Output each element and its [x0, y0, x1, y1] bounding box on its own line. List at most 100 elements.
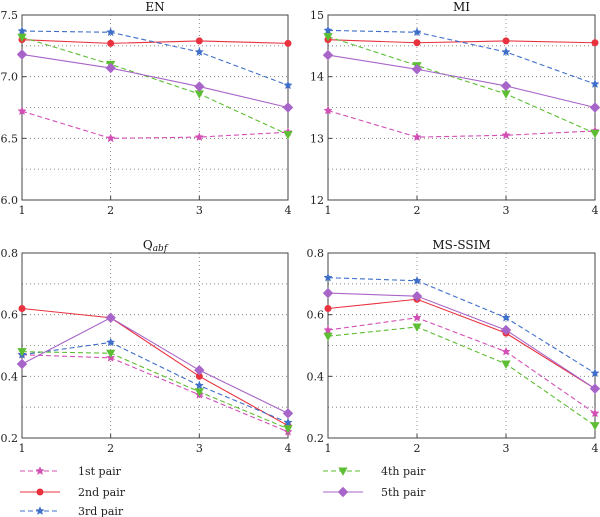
y-tick-label: 7.0 — [1, 71, 19, 84]
data-point — [501, 130, 511, 140]
x-tick-label: 3 — [503, 442, 510, 455]
x-tick-label: 1 — [19, 442, 26, 455]
data-point — [194, 81, 205, 92]
series-line — [327, 326, 596, 427]
data-point — [500, 324, 512, 336]
y-tick-label: 15 — [310, 9, 324, 22]
data-point — [195, 37, 203, 45]
legend-marker — [35, 466, 45, 475]
chart-title: EN — [145, 0, 164, 14]
plot-frame — [327, 252, 596, 439]
legend-item: 5th pair — [323, 486, 426, 499]
data-point — [105, 312, 116, 323]
data-point — [105, 62, 116, 74]
series-line — [327, 36, 596, 134]
data-point — [17, 33, 27, 43]
y-tick-label: 0.6 — [1, 309, 19, 322]
series-1 — [323, 312, 600, 418]
series-line — [327, 292, 596, 390]
data-point — [412, 312, 422, 322]
x-tick-label: 2 — [414, 204, 421, 217]
series-line — [327, 54, 596, 109]
series-line — [21, 30, 289, 86]
chart-panel-4: MS-SSIM 0.2 0.4 0.6 0.8 1 2 3 4 — [307, 238, 600, 455]
data-point — [323, 25, 333, 35]
series-line — [21, 341, 289, 424]
series-5 — [16, 312, 294, 419]
data-point — [17, 26, 27, 35]
data-point — [590, 408, 600, 418]
legend-label: 5th pair — [381, 486, 426, 499]
series-4 — [323, 323, 600, 431]
y-tick-label: 12 — [310, 194, 324, 207]
series-5 — [322, 287, 600, 394]
data-point — [323, 325, 333, 335]
data-point — [411, 290, 423, 302]
series-4 — [17, 348, 293, 434]
y-tick-label: 6.0 — [1, 194, 19, 207]
data-point — [590, 368, 600, 378]
data-point — [324, 305, 332, 312]
data-point — [589, 102, 600, 113]
data-point — [591, 39, 599, 47]
series-5 — [16, 49, 294, 113]
data-point — [323, 105, 333, 115]
data-point — [283, 417, 293, 427]
series-line — [21, 110, 289, 139]
y-tick-label: 14 — [310, 71, 324, 84]
series-3 — [323, 272, 600, 378]
data-point — [194, 47, 204, 56]
series-line — [21, 53, 289, 109]
data-point — [194, 132, 204, 142]
x-tick-label: 3 — [503, 204, 510, 217]
series-line — [327, 29, 596, 85]
data-point — [500, 80, 512, 92]
y-tick-label: 0.4 — [1, 370, 19, 383]
series-line — [21, 351, 289, 430]
data-point — [412, 323, 422, 332]
y-tick-label: 7.5 — [1, 9, 19, 22]
data-point — [284, 39, 292, 47]
series-line — [21, 39, 289, 44]
data-point — [194, 364, 205, 376]
data-point — [590, 422, 600, 431]
y-tick-label: 0.2 — [1, 432, 19, 445]
series-line — [327, 298, 596, 390]
x-tick-label: 4 — [592, 442, 599, 455]
x-tick-label: 4 — [285, 204, 292, 217]
data-point — [18, 305, 26, 312]
data-point — [411, 64, 423, 75]
data-point — [412, 132, 422, 142]
series-1 — [17, 106, 293, 143]
legend-label: 1st pair — [78, 465, 122, 478]
data-point — [412, 275, 422, 285]
data-point — [282, 408, 294, 419]
legend-marker — [338, 467, 348, 476]
data-point — [589, 383, 600, 394]
x-tick-label: 4 — [592, 204, 599, 217]
data-point — [283, 425, 293, 434]
series-1 — [17, 349, 293, 436]
data-point — [501, 90, 511, 99]
chart-panel-1: EN 6.0 6.5 7.0 7.5 1 2 3 4 — [1, 0, 294, 217]
legend-label: 4th pair — [381, 465, 426, 478]
series-line — [327, 110, 596, 138]
chart-title: MI — [453, 0, 470, 14]
data-point — [502, 37, 510, 45]
x-tick-label: 4 — [285, 442, 292, 455]
x-tick-label: 1 — [325, 204, 332, 217]
data-point — [501, 312, 511, 322]
series-line — [21, 36, 289, 136]
series-1 — [323, 105, 600, 142]
y-tick-label: 6.5 — [1, 132, 19, 145]
data-point — [106, 349, 116, 359]
data-point — [16, 49, 28, 60]
data-point — [283, 131, 293, 140]
plot-frame — [21, 252, 289, 439]
legend-marker — [35, 506, 45, 515]
series-2 — [324, 36, 599, 47]
data-point — [412, 27, 422, 37]
legend: 1st pair 2nd pair 3rd pair 4th pair 5th pair — [20, 465, 426, 517]
